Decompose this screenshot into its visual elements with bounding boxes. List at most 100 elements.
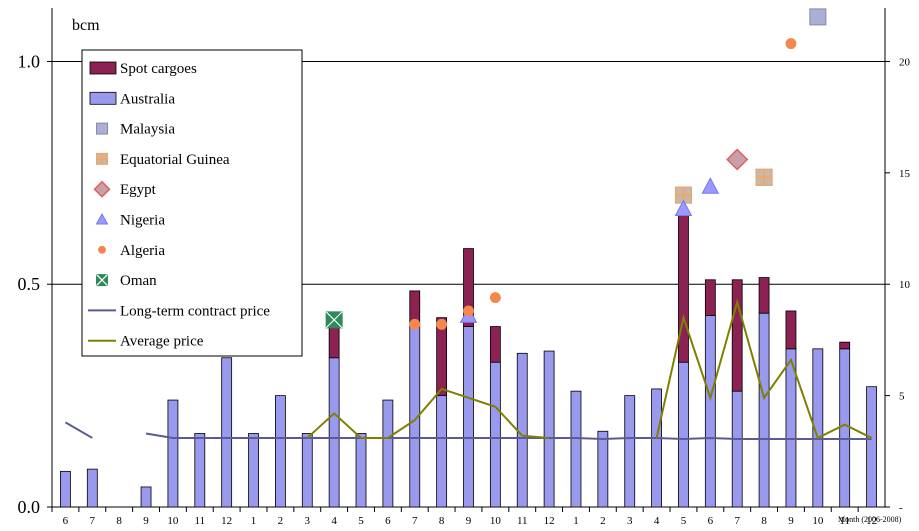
right-tick-label: - [899,502,903,514]
x-tick-label: 11 [194,515,205,527]
x-tick-label: 8 [761,515,767,527]
x-tick-label: 10 [812,515,824,527]
bar-australia [221,357,233,508]
bar-spot-cargoes [758,277,770,314]
x-tick-label: 7 [734,515,740,527]
legend-swatch-egypt [93,180,111,198]
legend-label-oman: Oman [120,273,157,289]
bar-australia [275,395,286,508]
bar-australia [167,399,179,508]
legend-label-nigeria: Nigeria [120,213,165,229]
bar-australia [355,433,367,508]
bar-australia [758,312,770,508]
line-long-term-contract-price [145,432,872,441]
right-tick-label: 20 [899,56,911,68]
bar-australia [436,395,448,508]
bar-australia [328,357,340,508]
bar-australia [301,433,313,508]
bar-australia [866,386,877,508]
source-markers [325,8,827,330]
x-tick-label: 4 [654,515,660,527]
line-average-price [655,298,873,440]
left-tick-label: 0.0 [18,497,41,517]
line-average-price [306,387,550,439]
bar-australia [516,352,528,508]
legend-label-spot-cargoes: Spot cargoes [120,61,197,77]
x-tick-label: 2 [600,515,606,527]
marker-egypt [726,148,749,171]
bar-australia [140,486,152,508]
x-tick-label: 6 [708,515,714,527]
legend-box [81,49,303,357]
marker-oman-x2 [325,311,343,329]
bar-australia [463,326,474,508]
legend-swatch-oman-x2 [96,274,108,287]
x-tick-label: 5 [681,515,687,527]
legend-label-egypt: Egypt [120,182,157,198]
bar-spot-cargoes [785,310,797,350]
legend-label-malaysia: Malaysia [120,122,175,138]
marker-algeria [463,305,474,317]
x-tick-label: 4 [331,515,337,527]
x-tick-label: 1 [251,515,257,527]
bar-australia [651,388,662,508]
bar-spot-cargoes [436,317,448,397]
bar-australia [194,433,206,508]
unit-label: bcm [72,17,100,34]
legend-label-long-term-contract-price: Long-term contract price [120,303,270,319]
x-tick-label: 12 [866,515,877,527]
month-axis-note: Month (2006-2008) [838,515,902,524]
x-tick-label: 6 [385,515,391,527]
x-tick-label: 9 [466,515,472,527]
x-tick-label: 7 [412,515,418,527]
x-tick-label: 10 [167,515,179,527]
legend-swatch-spot-cargoes [89,61,117,75]
legend-label-average-price: Average price [120,334,204,350]
marker-malaysia [809,8,827,26]
marker-algeria [409,318,421,330]
price-lines [64,298,873,441]
bar-australia [543,350,555,508]
marker-algeria [785,38,797,50]
legend-label-australia: Australia [120,91,175,107]
legend-swatch-nigeria [95,212,109,225]
legend-swatch-australia [89,91,117,105]
left-tick-label: 1.0 [18,51,41,71]
right-tick-label: 5 [899,391,905,403]
bar-australia [570,390,582,508]
x-tick-label: 12 [544,515,555,527]
marker-nigeria [701,177,720,194]
x-tick-label: 7 [90,515,96,527]
right-tick-label: 15 [899,168,911,180]
x-tick-label: 8 [439,515,445,527]
bar-australia [489,361,501,508]
bar-spot-cargoes [463,248,474,327]
legend-swatch-malaysia [96,122,108,135]
bar-australia [812,348,824,508]
marker-algeria [436,318,448,330]
x-tick-label: 9 [788,515,794,527]
legend: Spot cargoes Australia Malaysia Equatorial … [81,49,303,357]
left-tick-label: 0.5 [18,274,41,294]
x-tick-label: 1 [573,515,579,527]
bar-spot-cargoes [678,212,689,363]
x-tick-label: 6 [63,515,69,527]
bar-australia [248,433,259,508]
bar-australia [382,399,394,508]
x-tick-label: 3 [627,515,633,527]
x-tick-label: 5 [358,515,364,527]
bar-australia [86,468,98,508]
x-tick-label: 11 [839,515,850,527]
legend-label-equatorial-guinea: Equatorial Guinea [120,152,230,168]
bar-spot-cargoes [328,323,340,359]
marker-algeria [489,292,501,304]
marker-nigeria [674,199,693,216]
bar-australia [731,390,743,508]
bar-spot-cargoes [731,279,743,392]
x-tick-label: 9 [143,515,149,527]
bar-spot-cargoes [704,279,716,316]
x-tick-label: 10 [490,515,502,527]
bar-australia [597,430,609,508]
bar-spot-cargoes [839,341,851,350]
